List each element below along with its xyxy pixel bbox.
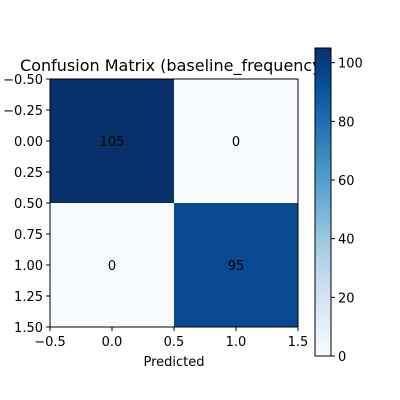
cell-value-label: 105 xyxy=(100,135,125,150)
colorbar-tick-label: 40 xyxy=(338,233,355,248)
x-axis-ticks: −0.5 0.0 0.5 1.0 1.5 xyxy=(34,327,308,350)
y-tick-label: −0.25 xyxy=(3,104,43,119)
colorbar-tick-label: 20 xyxy=(338,291,355,306)
heatmap-cell xyxy=(50,203,174,327)
colorbar-tick-label: 100 xyxy=(338,57,363,72)
y-tick-label: 0.00 xyxy=(14,135,43,150)
x-tick-label: 1.0 xyxy=(226,335,247,350)
y-tick-label: 1.50 xyxy=(14,321,43,336)
cell-value-label: 95 xyxy=(228,259,245,274)
chart-title: Confusion Matrix (baseline_frequency) xyxy=(20,56,328,76)
x-tick-label: 1.5 xyxy=(288,335,309,350)
colorbar-tick-label: 60 xyxy=(338,174,355,189)
colorbar-tick-label: 80 xyxy=(338,115,355,130)
x-tick-label: −0.5 xyxy=(34,335,66,350)
colorbar xyxy=(314,47,332,357)
cell-value-label: 0 xyxy=(232,135,240,150)
y-tick-label: 1.00 xyxy=(14,259,43,274)
y-tick-label: 0.25 xyxy=(14,166,43,181)
x-axis-label: Predicted xyxy=(143,355,204,370)
y-tick-label: 1.25 xyxy=(14,290,43,305)
y-tick-label: 0.50 xyxy=(14,197,43,212)
colorbar-tick-label: 0 xyxy=(338,350,346,365)
heatmap-cell xyxy=(50,79,174,203)
x-tick-label: 0.5 xyxy=(164,335,185,350)
x-tick-label: 0.0 xyxy=(102,335,123,350)
cell-value-label: 0 xyxy=(108,259,116,274)
y-axis-ticks: −0.50 −0.25 0.00 0.25 0.50 0.75 1.00 1.25 1.50 xyxy=(3,73,50,336)
y-tick-label: −0.50 xyxy=(3,73,43,88)
heatmap-cell xyxy=(174,203,298,327)
cell-value-labels: 105 0 0 95 xyxy=(100,135,245,274)
y-tick-label: 0.75 xyxy=(14,228,43,243)
heatmap-cell xyxy=(174,79,298,203)
colorbar-ticks: 0 20 40 60 80 100 xyxy=(331,57,363,365)
heatmap-cells xyxy=(50,79,298,327)
